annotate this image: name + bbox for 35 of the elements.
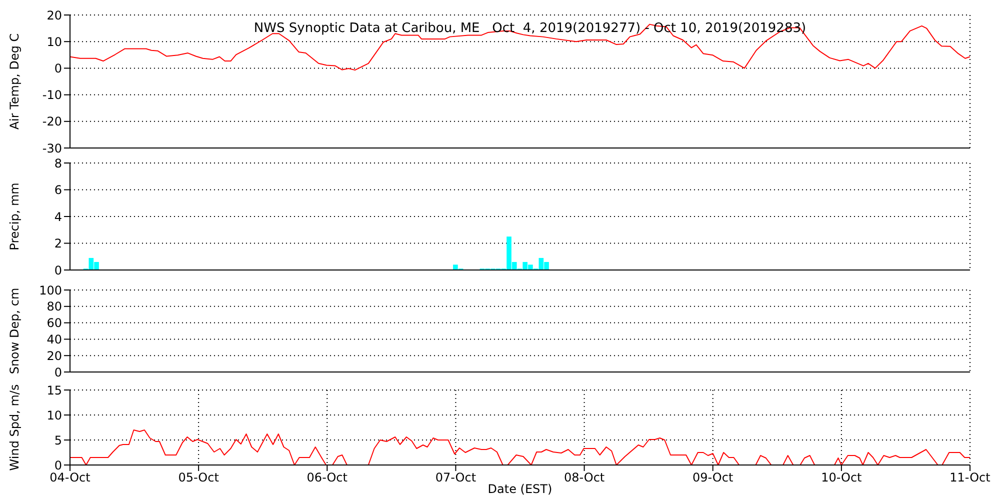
y-tick-label: 40 bbox=[46, 332, 62, 346]
x-tick-label: 04-Oct bbox=[50, 470, 91, 485]
y-tick-label: 2 bbox=[54, 236, 62, 251]
line-series bbox=[70, 24, 970, 71]
x-tick-label: 05-Oct bbox=[178, 470, 220, 485]
x-tick-label: 09-Oct bbox=[692, 470, 734, 485]
y-tick-label: 20 bbox=[46, 8, 62, 22]
y-tick-label: 4 bbox=[54, 210, 62, 224]
y-axis-title: Air Temp, Deg C bbox=[7, 33, 22, 130]
y-tick-label: 80 bbox=[46, 300, 62, 314]
y-tick-label: 100 bbox=[39, 283, 62, 298]
y-tick-label: 10 bbox=[46, 408, 62, 422]
y-tick-label: -20 bbox=[42, 114, 62, 129]
x-tick-label: 08-Oct bbox=[564, 470, 605, 485]
x-axis-title: Date (EST) bbox=[488, 482, 552, 496]
y-tick-label: 20 bbox=[46, 348, 62, 363]
y-tick-label: 60 bbox=[46, 316, 62, 330]
y-tick-label: 6 bbox=[54, 183, 62, 198]
y-tick-label: 0 bbox=[54, 458, 62, 472]
y-tick-label: 0 bbox=[54, 263, 62, 278]
x-tick-label: 10-Oct bbox=[821, 470, 862, 485]
y-tick-label: -30 bbox=[42, 141, 62, 156]
y-tick-label: 15 bbox=[46, 383, 62, 398]
y-axis-title: Wind Spd, m/s bbox=[7, 384, 22, 471]
y-tick-label: 10 bbox=[46, 34, 62, 49]
y-tick-label: 8 bbox=[54, 156, 62, 170]
y-axis-title: Snow Dep, cm bbox=[7, 288, 22, 374]
y-tick-label: 5 bbox=[54, 433, 62, 448]
y-axis-title: Precip, mm bbox=[7, 182, 22, 250]
y-tick-label: 0 bbox=[54, 365, 62, 380]
y-tick-label: 0 bbox=[54, 61, 62, 76]
y-tick-label: -10 bbox=[42, 88, 62, 102]
x-tick-label: 07-Oct bbox=[435, 470, 476, 485]
x-tick-label: 11-Oct bbox=[950, 470, 991, 485]
x-tick-label: 06-Oct bbox=[306, 470, 348, 485]
